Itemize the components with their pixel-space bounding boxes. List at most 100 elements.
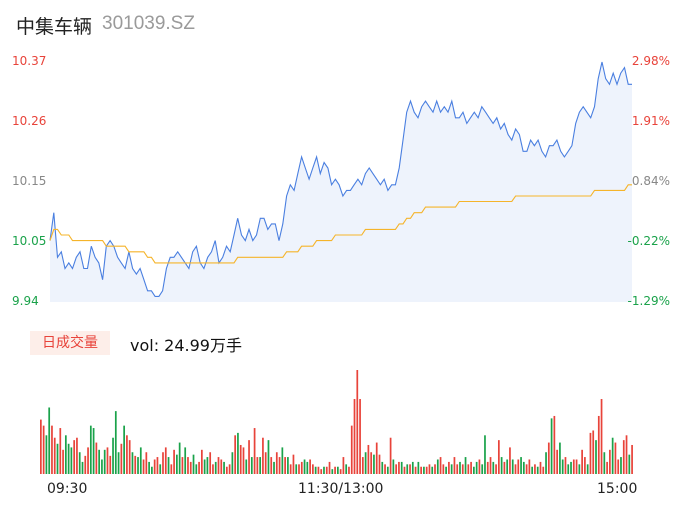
volume-bar (378, 454, 381, 474)
volume-bar (356, 370, 359, 474)
volume-bar (375, 442, 378, 474)
volume-bar (295, 464, 298, 474)
volume-bar (337, 466, 339, 474)
volume-bar (76, 437, 78, 474)
price-area (50, 62, 632, 302)
volume-bar (486, 461, 489, 474)
volume-bar (53, 437, 56, 474)
volume-bar (339, 469, 342, 474)
volume-bar (228, 464, 231, 474)
volume-bar (345, 464, 348, 474)
y-left-tick: 10.15 (12, 174, 47, 188)
volume-bar (264, 452, 267, 474)
volume-bar (395, 464, 398, 474)
volume-bar (325, 466, 328, 474)
volume-bar (112, 437, 114, 474)
volume-bar (550, 418, 553, 474)
volume-bar (176, 454, 178, 474)
volume-bar (611, 437, 614, 474)
x-tick-close: 15:00 (597, 481, 638, 497)
y-right-tick: 1.91% (631, 114, 670, 128)
volume-bar (453, 457, 456, 474)
volume-bar (625, 435, 628, 474)
volume-bar (525, 464, 528, 474)
volume-bar (142, 459, 145, 474)
volume-bar (309, 459, 311, 474)
y-left-tick: 10.37 (12, 54, 47, 68)
volume-bar (323, 466, 325, 474)
volume-bar (411, 461, 414, 474)
volume-bar (314, 466, 317, 474)
volume-bar (195, 464, 198, 474)
volume-bar (62, 449, 64, 474)
volume-bar (145, 452, 148, 474)
volume-bar (522, 461, 525, 474)
volume-bar (584, 457, 586, 474)
volume-bar (514, 464, 517, 474)
volume-bar (556, 449, 558, 474)
volume-bar (45, 435, 48, 474)
volume-bar (106, 447, 109, 474)
volume-bar (392, 459, 395, 474)
avg-price-line (49, 184, 632, 264)
volume-bar (575, 459, 578, 474)
volume-bar (473, 466, 475, 474)
volume-bar (84, 455, 87, 474)
volume-bar (101, 459, 103, 474)
volume-bar (534, 464, 536, 474)
volume-bar (120, 443, 123, 474)
volume-bar (531, 466, 534, 474)
volume-bar (461, 464, 464, 474)
volume-bar (381, 461, 384, 474)
volume-bar (203, 459, 206, 474)
volume-bar (581, 449, 583, 474)
volume-bar (217, 457, 220, 474)
volume-bar (109, 455, 112, 474)
volume-bar (398, 461, 400, 474)
volume-bar (131, 452, 134, 474)
volume-bar (567, 464, 570, 474)
volume-bar (178, 442, 181, 474)
volume-bar (89, 425, 92, 474)
volume-bar (414, 466, 417, 474)
volume-bar (442, 464, 445, 474)
x-tick-open: 09:30 (47, 481, 88, 497)
volume-bar (597, 415, 600, 474)
volume-bar (259, 457, 261, 474)
volume-bar-chart (40, 370, 633, 474)
volume-bar (559, 442, 561, 474)
volume-bar (64, 435, 67, 474)
volume-bar (59, 428, 62, 474)
volume-bar (92, 428, 95, 474)
volume-bar (289, 464, 292, 474)
volume-bar (181, 457, 184, 474)
volume-bar (70, 447, 73, 474)
volume-bar (406, 464, 409, 474)
volume-bar (153, 459, 156, 474)
volume-bar (134, 455, 137, 474)
intraday-price-chart (49, 61, 632, 302)
volume-bar (373, 454, 375, 474)
volume-bar (209, 452, 212, 474)
volume-bar (489, 457, 492, 474)
volume-bar (87, 447, 89, 474)
volume-bar (353, 399, 356, 474)
volume-bar (220, 459, 223, 474)
stock-name: 中集车辆 (16, 16, 93, 38)
volume-bar (214, 461, 217, 474)
volume-bar (622, 440, 625, 474)
volume-bar (420, 466, 422, 474)
volume-bar (170, 464, 173, 474)
volume-bar (275, 452, 278, 474)
volume-bar (223, 461, 225, 474)
volume-bar (328, 461, 331, 474)
volume-bar (542, 466, 545, 474)
volume-bar (78, 452, 81, 474)
volume-readout: vol: 24.99万手 (130, 336, 242, 355)
volume-bar (198, 461, 200, 474)
volume-bar (409, 464, 411, 474)
volume-bar (148, 461, 150, 474)
volume-bar (434, 464, 436, 474)
volume-bar (206, 457, 209, 474)
volume-tab[interactable]: 日成交量 (30, 331, 110, 355)
